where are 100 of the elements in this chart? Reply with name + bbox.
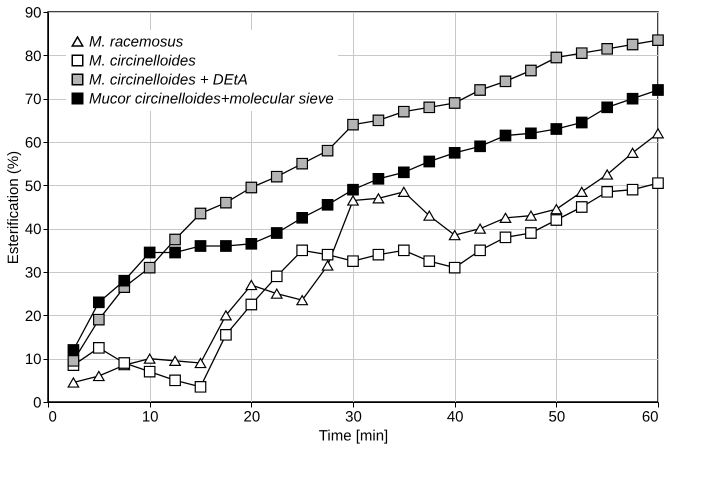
- point: [68, 377, 80, 388]
- point: [550, 123, 562, 135]
- point: [525, 64, 537, 76]
- x-tick-label: 30: [345, 408, 362, 426]
- point: [423, 156, 436, 168]
- point: [169, 356, 181, 366]
- y-tick-label: 0: [33, 394, 42, 412]
- point: [550, 204, 562, 214]
- point: [92, 296, 105, 308]
- point: [500, 130, 512, 142]
- point: [144, 246, 156, 258]
- point: [296, 158, 308, 170]
- point: [169, 246, 181, 258]
- y-tick-label: 30: [24, 264, 42, 282]
- point: [68, 344, 80, 356]
- point: [626, 38, 638, 50]
- point: [372, 193, 384, 204]
- point: [92, 370, 105, 382]
- point: [372, 248, 384, 261]
- x-tick-label: 0: [48, 408, 57, 426]
- point: [92, 342, 105, 354]
- point: [347, 255, 359, 268]
- point: [652, 34, 664, 46]
- point: [296, 244, 308, 256]
- point: [92, 314, 105, 326]
- point: [347, 118, 359, 131]
- point: [652, 177, 664, 190]
- point: [423, 101, 436, 114]
- point: [322, 248, 334, 261]
- point: [652, 128, 664, 138]
- x-tick-label: 50: [548, 408, 566, 426]
- point: [322, 260, 334, 271]
- point: [220, 328, 232, 341]
- point: [474, 84, 486, 96]
- point: [474, 244, 486, 256]
- y-axis-title: Esterification (%): [4, 150, 22, 264]
- legend-label: M. circinelloides: [89, 52, 196, 70]
- point: [322, 198, 334, 211]
- point: [372, 172, 384, 185]
- point: [245, 298, 258, 310]
- point: [372, 114, 384, 126]
- point: [270, 288, 283, 299]
- y-tick-label: 80: [24, 48, 42, 65]
- y-tick-label: 70: [24, 91, 42, 108]
- legend-label: M. circinelloides + DEtA: [89, 72, 248, 88]
- point: [194, 240, 206, 252]
- point: [448, 146, 461, 159]
- point: [245, 280, 258, 290]
- point: [448, 262, 461, 274]
- point: [220, 196, 232, 209]
- legend-label: Mucor circinelloides+molecular sieve: [89, 90, 334, 108]
- point: [270, 270, 283, 282]
- point: [398, 166, 410, 178]
- y-tick-label: 10: [24, 351, 42, 368]
- point: [245, 182, 258, 194]
- point: [347, 195, 359, 206]
- point: [500, 231, 512, 244]
- point: [270, 227, 283, 239]
- point: [525, 127, 537, 140]
- point: [347, 184, 359, 196]
- point: [169, 374, 181, 386]
- y-tick-label: 90: [24, 4, 42, 22]
- point: [194, 208, 206, 220]
- point: [525, 227, 537, 239]
- x-tick-label: 60: [642, 408, 658, 426]
- point: [448, 230, 461, 240]
- point: [194, 358, 206, 368]
- point: [398, 106, 410, 118]
- point: [626, 184, 638, 196]
- legend-label: M. racemosus: [89, 34, 184, 50]
- point: [576, 47, 588, 60]
- y-tick-label: 50: [24, 178, 42, 195]
- point: [296, 212, 308, 224]
- point: [576, 116, 588, 128]
- point: [398, 244, 410, 256]
- point: [474, 224, 486, 234]
- point: [194, 380, 206, 393]
- point: [68, 354, 80, 367]
- point: [270, 170, 283, 183]
- point: [601, 42, 614, 55]
- point: [576, 186, 588, 197]
- point: [500, 212, 512, 223]
- y-tick-label: 60: [24, 134, 42, 152]
- point: [474, 140, 486, 152]
- point: [550, 52, 562, 64]
- y-tick-label: 40: [24, 221, 42, 238]
- point: [652, 84, 664, 96]
- point: [601, 101, 614, 114]
- x-tick-label: 40: [446, 408, 464, 426]
- point: [525, 210, 537, 221]
- point: [220, 240, 232, 252]
- point: [296, 295, 308, 306]
- point: [322, 144, 334, 157]
- point: [220, 310, 232, 320]
- point: [500, 75, 512, 88]
- x-tick-label: 20: [243, 408, 260, 426]
- point: [144, 366, 156, 378]
- point: [601, 169, 614, 180]
- point: [144, 262, 156, 274]
- y-tick-label: 20: [24, 308, 42, 325]
